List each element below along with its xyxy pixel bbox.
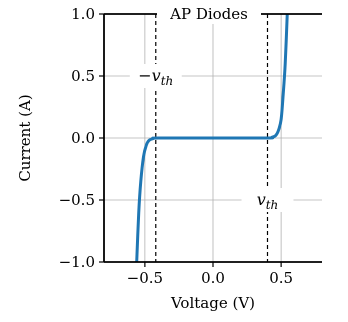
y-tick-label-0: −1.0 (59, 253, 95, 271)
annotations: −vth vth (129, 64, 294, 212)
y-tick-label-1: −0.5 (59, 191, 95, 209)
threshold-lines (155, 14, 269, 262)
annotation-bg-1 (241, 188, 294, 212)
y-tick-label-2: 0.0 (71, 129, 95, 147)
y-tick-label-3: 0.5 (71, 67, 95, 85)
title-group: AP Diodes (157, 4, 261, 24)
annotation-bg-0 (129, 64, 182, 88)
x-tick-label-0: −0.5 (127, 269, 163, 287)
annotation-neg-vth: −vth (138, 66, 173, 88)
chart-title: AP Diodes (169, 5, 248, 23)
y-axis-label: Current (A) (16, 94, 34, 181)
annotation-pos-vth: vth (257, 190, 279, 212)
series-layer (135, 14, 289, 262)
x-tick-label-1: 0.0 (201, 269, 225, 287)
x-axis-label: Voltage (V) (170, 294, 255, 312)
ticks: −0.5 0.0 0.5 −1.0 −0.5 0.0 0.5 1.0 (59, 5, 293, 287)
series-line-0 (135, 14, 289, 262)
y-tick-label-4: 1.0 (71, 5, 95, 23)
x-tick-label-2: 0.5 (269, 269, 293, 287)
